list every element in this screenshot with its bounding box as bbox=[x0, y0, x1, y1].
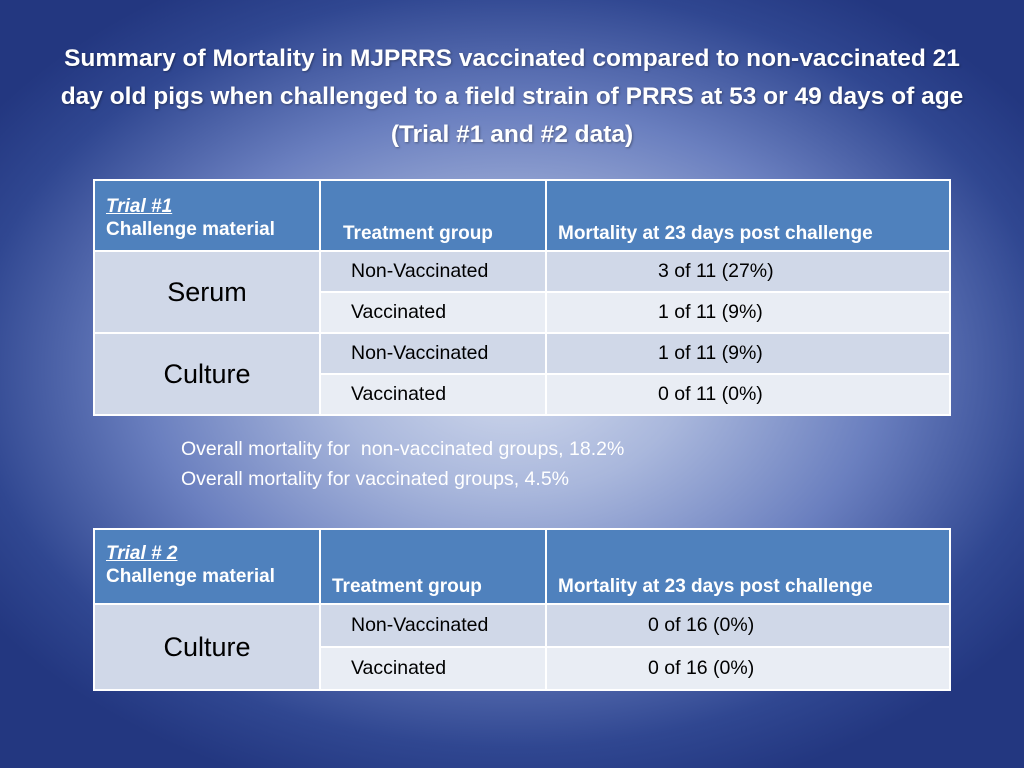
treatment-group-header: Treatment group bbox=[319, 528, 547, 605]
table-row: Culture Non-Vaccinated 0 of 16 (0%) bbox=[93, 603, 951, 691]
trial-label: Trial #1 bbox=[106, 196, 173, 217]
mortality-cell: 1 of 11 (9%) bbox=[545, 291, 951, 334]
treatment-group-cell: Non-Vaccinated bbox=[319, 603, 547, 648]
challenge-material-header: Trial #1 Challenge material bbox=[93, 179, 321, 252]
slide-title: Summary of Mortality in MJPRRS vaccinate… bbox=[60, 45, 964, 148]
table-row: Serum Non-Vaccinated 3 of 11 (27%) bbox=[93, 250, 951, 334]
mortality-header: Mortality at 23 days post challenge bbox=[545, 528, 951, 605]
challenge-material-header: Trial # 2 Challenge material bbox=[93, 528, 321, 605]
mortality-cell: 0 of 16 (0%) bbox=[545, 603, 951, 648]
treatment-group-cell: Vaccinated bbox=[319, 646, 547, 691]
table-header-row: Trial #1 Challenge material Treatment gr… bbox=[93, 179, 951, 252]
mortality-header: Mortality at 23 days post challenge bbox=[545, 179, 951, 252]
table-row: Vaccinated 0 of 16 (0%) bbox=[94, 646, 951, 691]
challenge-material-cell: Culture bbox=[93, 332, 321, 416]
trial-1-table: Trial #1 Challenge material Treatment gr… bbox=[93, 179, 951, 416]
challenge-material-cell: Serum bbox=[93, 250, 321, 334]
mortality-cell: 0 of 11 (0%) bbox=[545, 373, 951, 416]
mortality-cell: 1 of 11 (9%) bbox=[545, 332, 951, 375]
treatment-group-cell: Non-Vaccinated bbox=[319, 332, 547, 375]
treatment-group-cell: Vaccinated bbox=[319, 373, 547, 416]
table-header-row: Trial # 2 Challenge material Treatment g… bbox=[93, 528, 951, 605]
treatment-group-cell: Non-Vaccinated bbox=[319, 250, 547, 293]
challenge-material-cell: Culture bbox=[93, 603, 321, 691]
treatment-group-cell: Vaccinated bbox=[319, 291, 547, 334]
table-row: Culture Non-Vaccinated 1 of 11 (9%) bbox=[93, 332, 951, 416]
trial-label: Trial # 2 bbox=[106, 543, 178, 564]
table-row: Vaccinated 0 of 11 (0%) bbox=[94, 373, 951, 416]
trial-2-table: Trial # 2 Challenge material Treatment g… bbox=[93, 528, 951, 691]
challenge-material-label: Challenge material bbox=[106, 566, 275, 587]
challenge-material-label: Challenge material bbox=[106, 219, 275, 240]
summary-vaccinated: Overall mortality for vaccinated groups,… bbox=[181, 468, 570, 490]
mortality-cell: 3 of 11 (27%) bbox=[545, 250, 951, 293]
mortality-cell: 0 of 16 (0%) bbox=[545, 646, 951, 691]
treatment-group-header: Treatment group bbox=[319, 179, 547, 252]
summary-non-vaccinated: Overall mortality for non-vaccinated gro… bbox=[181, 438, 625, 460]
table-row: Vaccinated 1 of 11 (9%) bbox=[94, 291, 951, 334]
overall-mortality-summary: Overall mortality for non-vaccinated gro… bbox=[181, 434, 624, 494]
